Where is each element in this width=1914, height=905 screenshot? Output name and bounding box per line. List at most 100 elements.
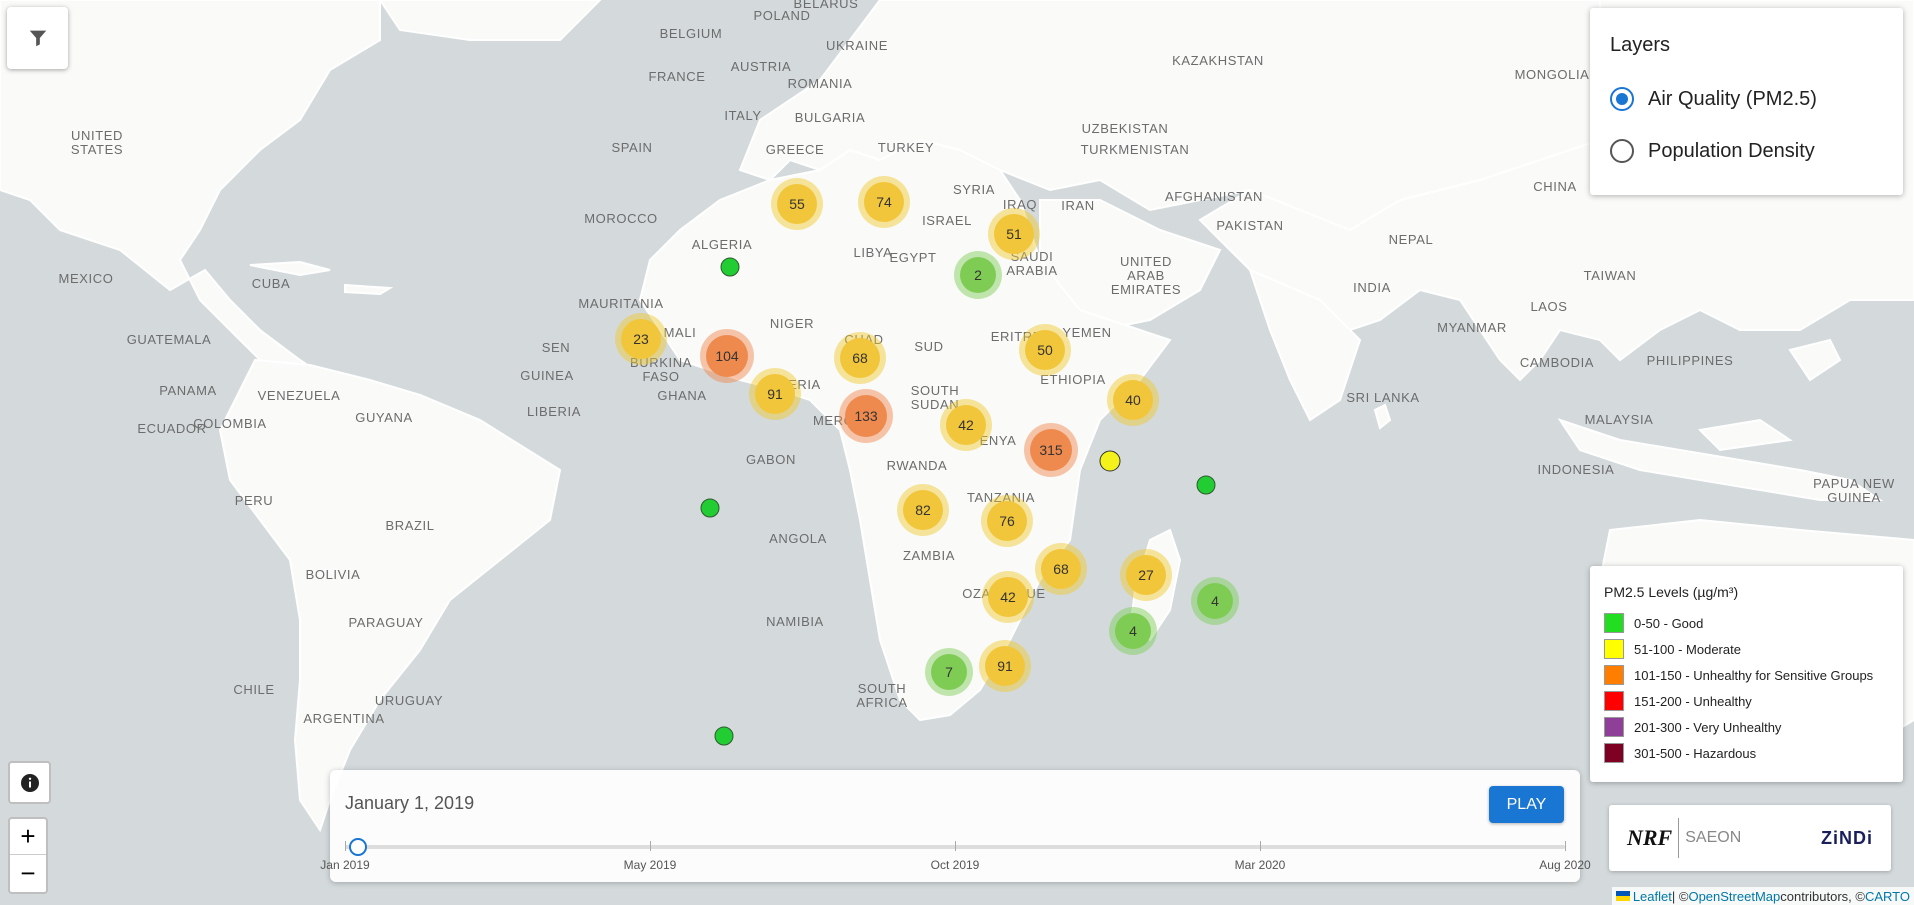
marker-cluster[interactable]: 4 <box>1191 577 1239 625</box>
timeline-tick <box>955 841 956 851</box>
cluster-count: 74 <box>864 182 904 222</box>
cluster-count: 82 <box>903 490 943 530</box>
cluster-count: 42 <box>946 405 986 445</box>
timeline-panel: January 1, 2019 PLAY Jan 2019 May 2019 Oct… <box>320 770 1591 882</box>
cluster-count: 7 <box>931 654 967 690</box>
legend-swatch <box>1604 639 1624 659</box>
legend-swatch <box>1604 665 1624 685</box>
zoom-out-button[interactable]: − <box>20 857 36 888</box>
legend-item: 301-500 - Hazardous <box>1604 740 1889 766</box>
legend-label: 201-300 - Very Unhealthy <box>1634 719 1782 735</box>
timeline-tick-label: May 2019 <box>623 858 677 872</box>
marker-cluster[interactable]: 74 <box>858 176 910 228</box>
pm25-legend: PM2.5 Levels (µg/m³) 0-50 - Good 51-100 -… <box>1590 566 1903 782</box>
legend-label: 101-150 - Unhealthy for Sensitive Groups <box>1634 667 1874 683</box>
marker-cluster[interactable]: 315 <box>1024 423 1078 477</box>
cluster-count: 40 <box>1113 380 1153 420</box>
nrf-saeon-logo: NRF SAEON <box>1627 818 1741 858</box>
play-button[interactable]: PLAY <box>1489 786 1564 823</box>
zoom-control: + − <box>8 817 48 894</box>
station-marker[interactable] <box>1196 475 1216 495</box>
zoom-in-button[interactable]: + <box>10 819 46 855</box>
marker-cluster[interactable]: 51 <box>988 208 1040 260</box>
layer-option-label: Air Quality (PM2.5) <box>1648 87 1817 110</box>
timeline-tick-label: Jan 2019 <box>320 858 370 872</box>
attribution-separator: | © <box>1671 888 1689 904</box>
legend-title: PM2.5 Levels (µg/m³) <box>1604 584 1739 600</box>
layer-option-population-density[interactable]: Population Density <box>1610 125 1883 177</box>
timeline-tick-label: Oct 2019 <box>930 858 980 872</box>
current-date: January 1, 2019 <box>345 793 475 813</box>
layer-option-air-quality[interactable]: Air Quality (PM2.5) <box>1610 73 1883 125</box>
osm-link[interactable]: OpenStreetMap <box>1688 888 1781 904</box>
marker-cluster[interactable]: 42 <box>982 571 1034 623</box>
legend-label: 0-50 - Good <box>1634 615 1704 631</box>
timeline-slider-thumb[interactable] <box>349 838 367 856</box>
info-button[interactable] <box>8 761 51 804</box>
marker-cluster[interactable]: 50 <box>1019 324 1071 376</box>
cluster-count: 76 <box>987 501 1027 541</box>
nrf-logo-text: NRF <box>1627 825 1673 850</box>
cluster-count: 68 <box>840 338 880 378</box>
marker-cluster[interactable]: 104 <box>700 329 754 383</box>
info-icon <box>20 773 39 792</box>
marker-cluster[interactable]: 40 <box>1107 374 1159 426</box>
legend-swatch <box>1604 691 1624 711</box>
cluster-count: 91 <box>985 646 1025 686</box>
station-marker[interactable] <box>1099 450 1121 472</box>
marker-cluster[interactable]: 42 <box>940 399 992 451</box>
timeline-tick <box>650 841 651 851</box>
filter-button[interactable] <box>7 7 68 69</box>
legend-item: 51-100 - Moderate <box>1604 636 1889 662</box>
attribution-text: contributors, © <box>1780 888 1865 904</box>
marker-cluster[interactable]: 76 <box>981 495 1033 547</box>
station-marker[interactable] <box>714 726 734 746</box>
timeline-tick-label: Mar 2020 <box>1234 858 1286 872</box>
marker-cluster[interactable]: 68 <box>834 332 886 384</box>
cluster-count: 50 <box>1025 330 1065 370</box>
sponsor-logos: NRF SAEON ZiNDi <box>1609 805 1891 871</box>
marker-cluster[interactable]: 4 <box>1109 607 1157 655</box>
carto-link[interactable]: CARTO <box>1864 888 1910 904</box>
legend-swatch <box>1604 743 1624 763</box>
marker-cluster[interactable]: 133 <box>839 389 893 443</box>
leaflet-link[interactable]: Leaflet <box>1632 888 1672 904</box>
layers-title: Layers <box>1610 34 1671 56</box>
marker-cluster[interactable]: 2 <box>954 251 1002 299</box>
marker-cluster[interactable]: 91 <box>979 640 1031 692</box>
cluster-count: 315 <box>1030 429 1072 471</box>
filter-icon <box>29 30 46 47</box>
station-marker[interactable] <box>700 498 720 518</box>
legend-label: 151-200 - Unhealthy <box>1634 693 1752 709</box>
land-africa <box>638 138 1172 722</box>
cluster-count: 2 <box>960 257 996 293</box>
legend-item: 151-200 - Unhealthy <box>1604 688 1889 714</box>
timeline-tick <box>345 841 346 851</box>
layers-panel: Layers Air Quality (PM2.5) Population De… <box>1590 8 1903 195</box>
cluster-count: 68 <box>1041 549 1081 589</box>
marker-cluster[interactable]: 55 <box>771 178 823 230</box>
marker-cluster[interactable]: 82 <box>897 484 949 536</box>
marker-cluster[interactable]: 23 <box>615 313 667 365</box>
radio-selected-icon[interactable] <box>1610 87 1634 111</box>
legend-swatch <box>1604 613 1624 633</box>
cluster-count: 51 <box>994 214 1034 254</box>
marker-cluster[interactable]: 27 <box>1120 549 1172 601</box>
layer-option-label: Population Density <box>1648 139 1815 162</box>
cluster-count: 91 <box>755 374 795 414</box>
cluster-count: 104 <box>706 335 748 377</box>
legend-item: 101-150 - Unhealthy for Sensitive Groups <box>1604 662 1889 688</box>
cluster-count: 55 <box>777 184 817 224</box>
radio-unselected-icon[interactable] <box>1610 139 1634 163</box>
legend-item: 0-50 - Good <box>1604 610 1889 636</box>
station-marker[interactable] <box>720 257 740 277</box>
marker-cluster[interactable]: 7 <box>925 648 973 696</box>
ukraine-flag-icon <box>1615 891 1630 901</box>
timeline-tick-label: Aug 2020 <box>1539 858 1591 872</box>
cluster-count: 42 <box>988 577 1028 617</box>
marker-cluster[interactable]: 68 <box>1035 543 1087 595</box>
zindi-logo: ZiNDi <box>1821 827 1873 848</box>
legend-swatch <box>1604 717 1624 737</box>
marker-cluster[interactable]: 91 <box>749 368 801 420</box>
cluster-count: 4 <box>1197 583 1233 619</box>
